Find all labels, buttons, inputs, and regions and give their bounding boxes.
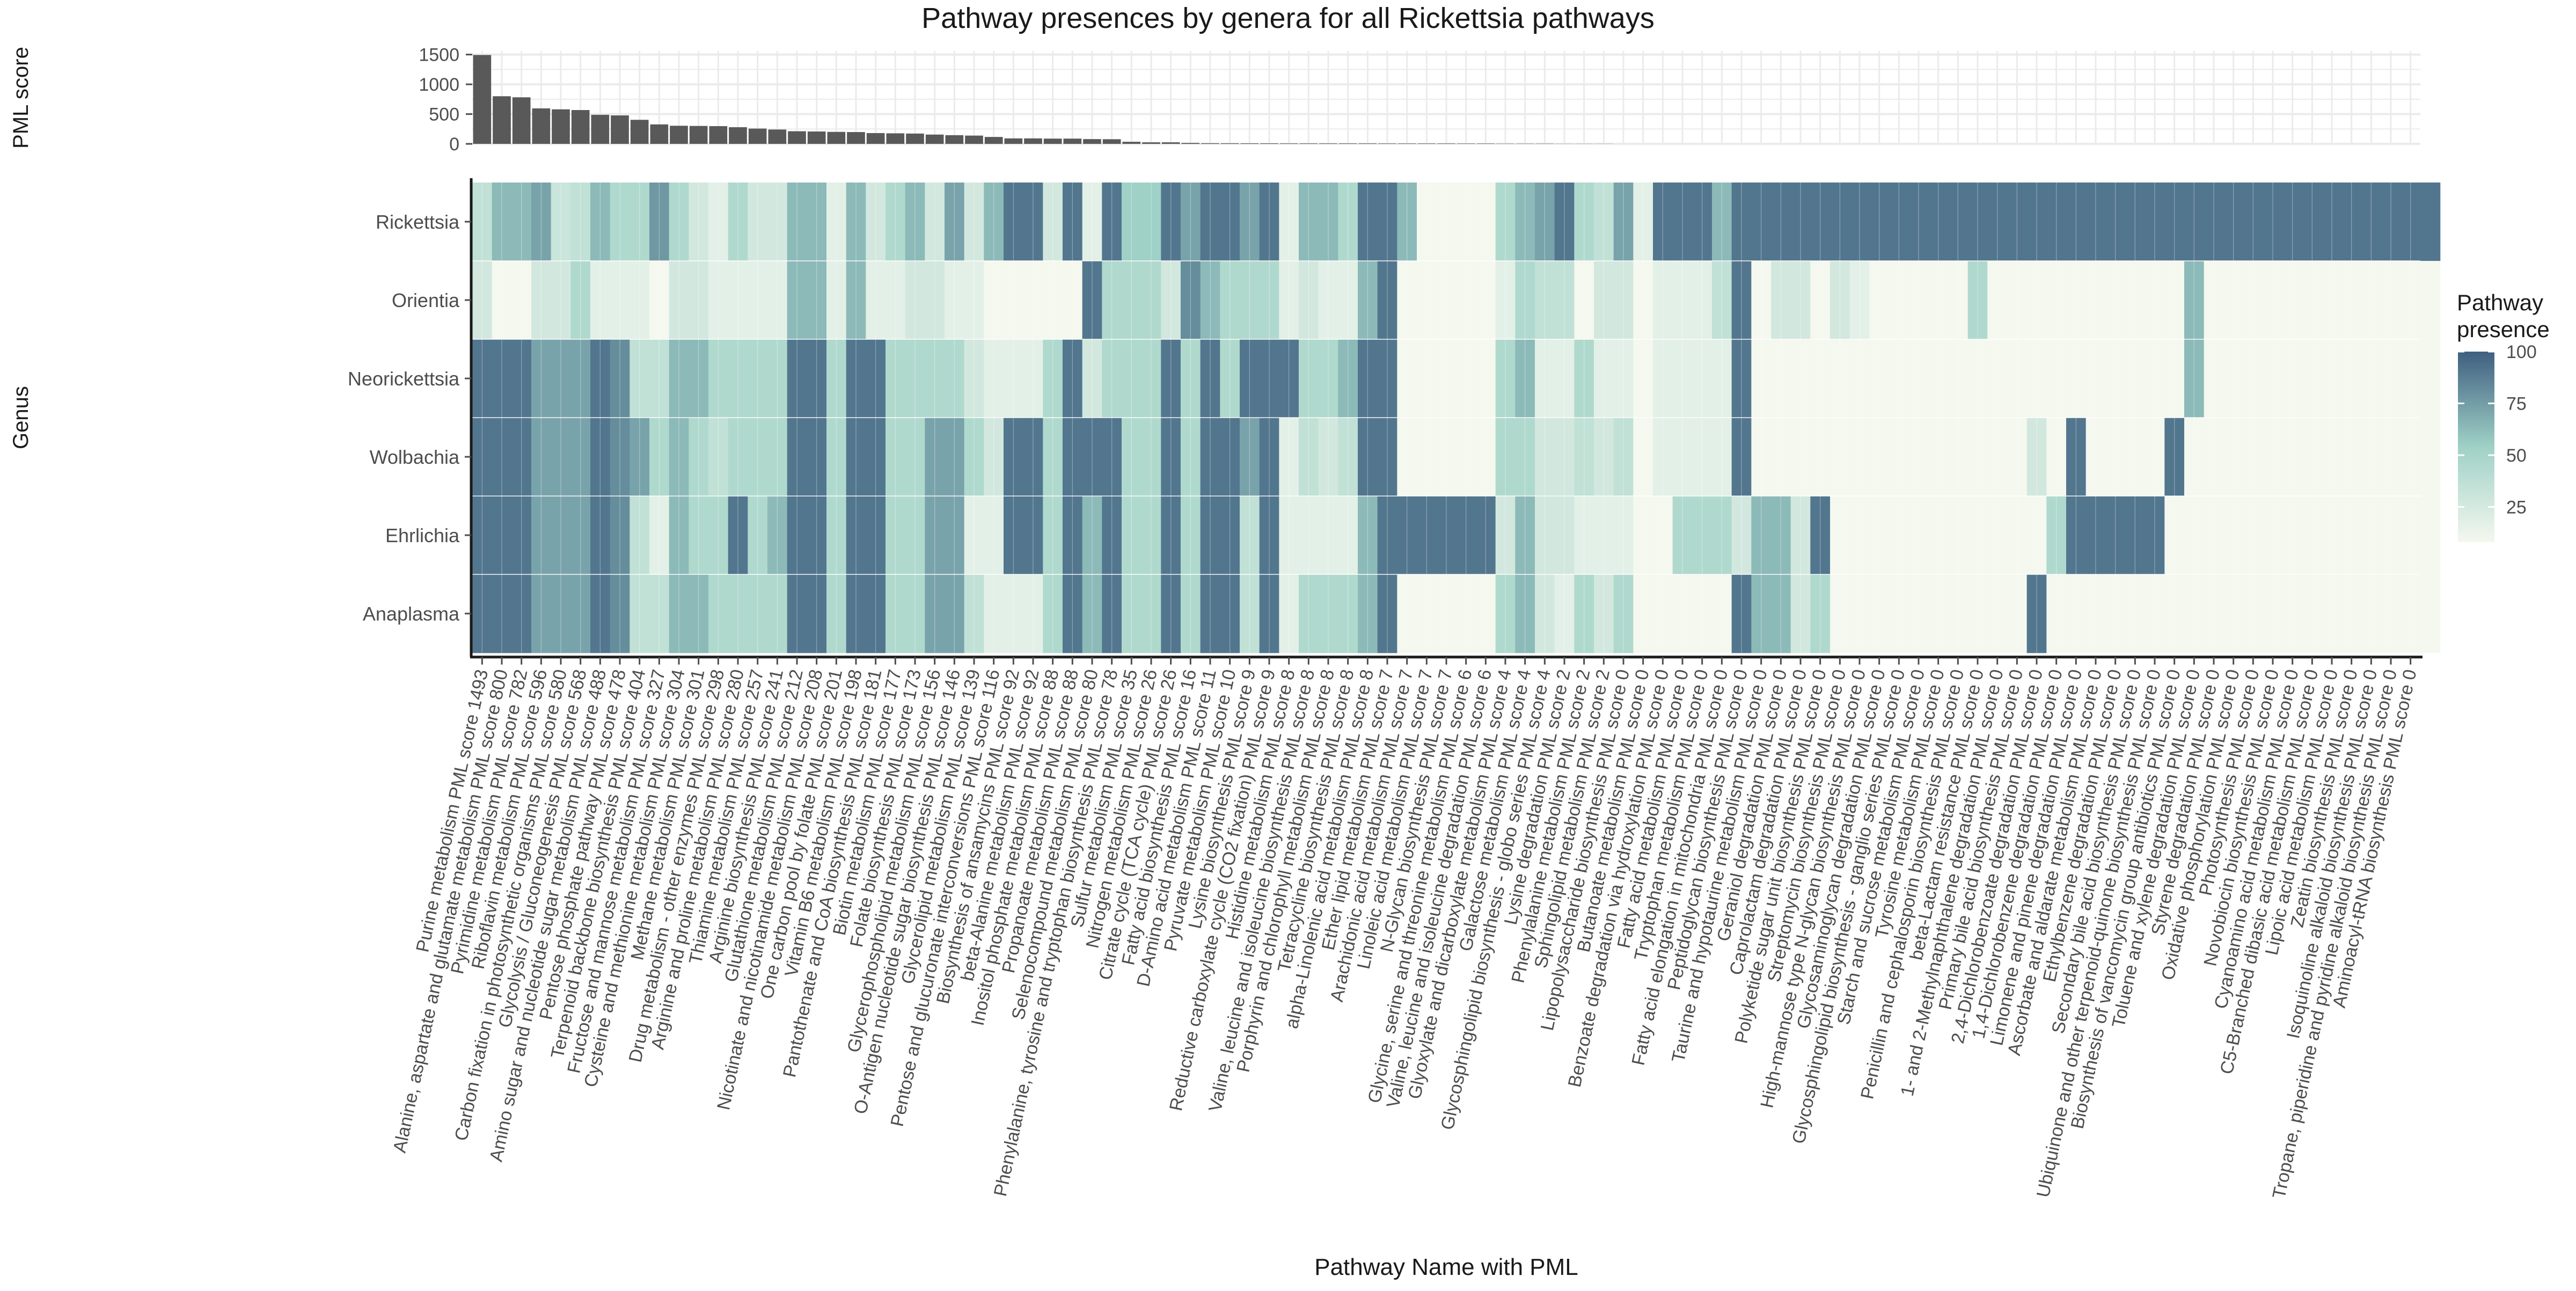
pml-score-bar [532,108,551,144]
pml-score-bar [1241,143,1259,144]
bar-y-tick-label: 1000 [419,75,459,95]
heatmap-cell [2420,261,2440,340]
pml-score-bar [729,127,747,144]
pml-score-bar [1083,139,1101,144]
pml-score-bar [1260,143,1278,144]
pml-score-bar [1280,143,1298,144]
bar-y-tick-label: 0 [449,134,459,155]
heatmap-cell [2420,339,2440,418]
genus-label: Wolbachia [370,446,460,468]
pml-score-bar [473,55,492,144]
heatmap-cell [2420,574,2440,653]
pml-score-bar [1339,143,1357,144]
pml-score-bar [1457,143,1475,144]
genus-label: Ehrlichia [385,524,460,546]
pml-score-bar [493,96,511,144]
pml-score-bar [591,115,610,144]
genus-label: Neorickettsia [348,368,460,390]
pml-score-bar [1123,142,1141,144]
pml-score-bar [1005,138,1023,144]
legend-tick-label: 25 [2506,497,2527,517]
heatmap-cell [2420,496,2440,575]
pml-score-bar [513,97,531,144]
legend-title-line-2: presence [2457,317,2550,342]
pml-score-bar [690,126,708,144]
pml-score-bar [572,110,590,144]
pml-score-bar [847,132,865,144]
pml-score-bar [1319,143,1337,144]
bar-y-axis-label: PML score [9,47,33,149]
pml-score-bar [1064,138,1082,144]
pml-score-bar [709,126,728,144]
heatmap-cell [2420,418,2440,497]
legend-tick-label: 50 [2506,446,2527,466]
pml-score-bar [808,132,826,144]
pml-score-bar [788,131,806,144]
pml-score-bar [1359,143,1377,144]
pml-score-bar [650,125,669,144]
pml-score-bar [1044,138,1062,144]
pml-score-bar [1024,138,1042,144]
pml-score-bar [631,120,649,144]
chart-title: Pathway presences by genera for all Rick… [921,2,1655,34]
pml-score-bar [965,136,983,144]
genus-label: Rickettsia [376,211,460,233]
pml-score-bar [1103,139,1121,144]
pml-score-bar [887,133,905,144]
pml-score-bar [1182,143,1200,144]
legend-tick-label: 100 [2506,342,2537,362]
pml-score-bar [828,132,846,144]
x-axis-label: Pathway Name with PML [1314,1254,1578,1280]
pml-score-bar [1221,143,1239,144]
genus-label: Orientia [392,289,460,311]
legend-tick-label: 75 [2506,393,2527,414]
pml-score-bar [1418,143,1436,144]
pml-score-bar [552,110,570,144]
x-tick-labels: Purine metabolism PML score 1493Alanine,… [390,657,2421,1200]
pml-score-bar [670,126,688,144]
pml-score-bar [749,128,767,144]
pml-score-bar [867,133,885,144]
legend-colorbar [2458,352,2494,542]
y-axis-label: Genus [9,386,33,449]
pml-score-bar [906,134,924,144]
pml-score-bar [1300,143,1318,144]
pml-score-bar [1398,143,1416,144]
pml-score-bar [946,135,964,144]
pml-score-bar [1477,143,1495,144]
bar-y-tick-label: 1500 [419,45,459,65]
heatmap-cell [2420,183,2440,261]
pml-score-bar [769,129,787,144]
bar-y-tick-label: 500 [429,105,459,125]
pml-score-bar [1142,142,1160,144]
pml-score-bar [1378,143,1396,144]
pml-score-bar [926,135,944,144]
pml-score-bar [985,137,1003,144]
pml-score-bar [1162,142,1180,144]
pml-score-bar [1437,143,1455,144]
legend-title-line-1: Pathway [2457,290,2543,315]
genus-label: Anaplasma [363,603,460,625]
pml-score-bar [611,115,629,144]
pml-score-bar [1201,143,1219,144]
